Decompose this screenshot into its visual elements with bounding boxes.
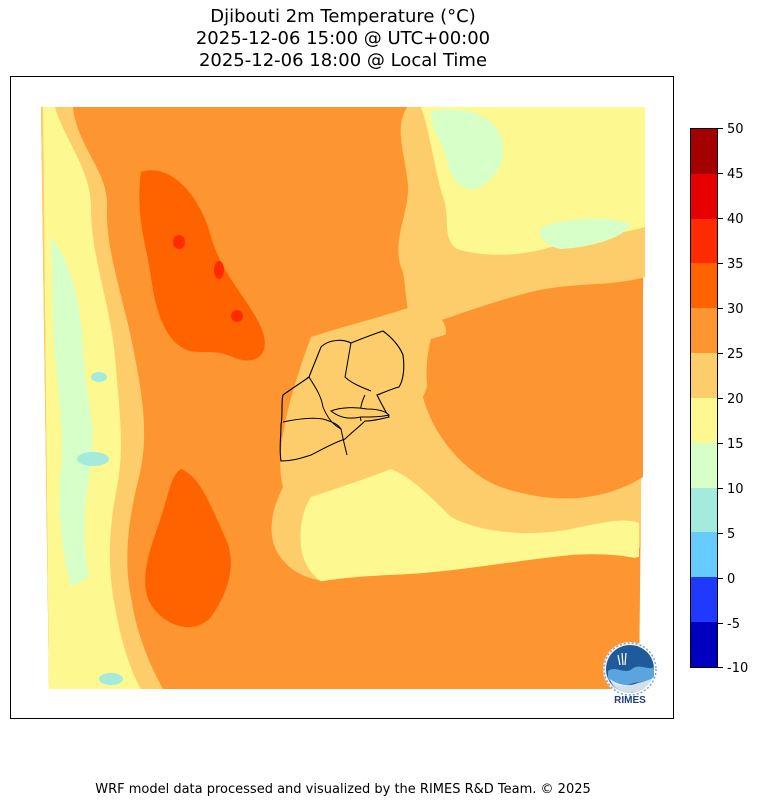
colorbar-seg-30-35 (691, 263, 717, 309)
colorbar-tick (718, 533, 723, 534)
colorbar-label: 45 (727, 167, 744, 182)
colorbar-label: -10 (727, 661, 749, 676)
region-border-3 (282, 417, 348, 456)
colorbar-tick (718, 353, 723, 354)
colorbar-seg-5-10 (691, 487, 717, 533)
colorbar-label: -5 (727, 617, 740, 632)
colorbar-label: 40 (727, 212, 744, 227)
colorbar-seg-15-20 (691, 397, 717, 443)
colorbar-seg-20-25 (691, 353, 717, 398)
colorbar-seg-0-5 (691, 532, 717, 578)
colorbar-seg-neg10-neg5 (691, 622, 717, 667)
rimes-logo-text: RIMES (614, 695, 646, 706)
field-5-10-spot-1 (77, 452, 109, 466)
colorbar-label: 20 (727, 392, 744, 407)
colorbar-tick (718, 218, 723, 219)
field-25-30-east (426, 279, 643, 499)
field-10-15-northeast (430, 109, 504, 190)
colorbar-label: 30 (727, 302, 744, 317)
title-utc-time: 2025-12-06 15:00 @ UTC+00:00 (195, 28, 491, 49)
colorbar-tick (718, 623, 723, 624)
colorbar-label: 15 (727, 437, 744, 452)
rimes-logo: RIMES (598, 641, 662, 707)
temperature-field-map (41, 107, 645, 689)
field-15-20-central (300, 469, 639, 592)
colorbar-label: 50 (727, 122, 744, 137)
colorbar-seg-35-40 (691, 218, 717, 264)
field-35-40-spot-3 (231, 310, 243, 322)
map-panel (10, 76, 674, 719)
colorbar-tick (718, 667, 723, 668)
field-35-40-spot-1 (173, 235, 185, 249)
colorbar-label: 0 (727, 572, 736, 587)
colorbar-tick (718, 578, 723, 579)
title-local-time: 2025-12-06 18:00 @ Local Time (198, 50, 488, 71)
colorbar-tick (718, 173, 723, 174)
rimes-globe-icon (603, 642, 657, 696)
field-35-40-spot-2 (214, 261, 224, 279)
colorbar-seg-25-30 (691, 308, 717, 354)
djibouti-border (279, 330, 405, 462)
colorbar-tick (718, 263, 723, 264)
colorbar (690, 128, 718, 668)
region-border-1 (344, 342, 372, 392)
colorbar-tick (718, 488, 723, 489)
colorbar-seg-10-15 (691, 442, 717, 488)
footer-credit: WRF model data processed and visualized … (95, 782, 591, 797)
colorbar-tick (718, 443, 723, 444)
colorbar-tick (718, 398, 723, 399)
gulf-of-tadjoura (330, 407, 390, 419)
field-30-35-south (145, 469, 231, 628)
region-border-4 (359, 394, 366, 422)
colorbar-label: 35 (727, 257, 744, 272)
field-5-10-spot-2 (91, 372, 107, 382)
field-25-30-south (171, 554, 639, 689)
title-variable: Djibouti 2m Temperature (°C) (210, 6, 476, 27)
chart-title: Djibouti 2m Temperature (°C) 2025-12-06 … (0, 6, 686, 72)
colorbar-label: 25 (727, 347, 744, 362)
colorbar-label: 10 (727, 482, 744, 497)
field-10-15-northeast-2 (540, 218, 631, 249)
colorbar-seg-neg5-0 (691, 577, 717, 623)
region-border-2 (308, 376, 342, 430)
field-10-15-west (51, 237, 93, 587)
colorbar-tick (718, 128, 723, 129)
colorbar-label: 5 (727, 527, 736, 542)
colorbar-seg-45-50 (691, 129, 717, 174)
field-5-10-spot-3 (99, 673, 123, 685)
colorbar-seg-40-45 (691, 173, 717, 219)
colorbar-tick (718, 308, 723, 309)
